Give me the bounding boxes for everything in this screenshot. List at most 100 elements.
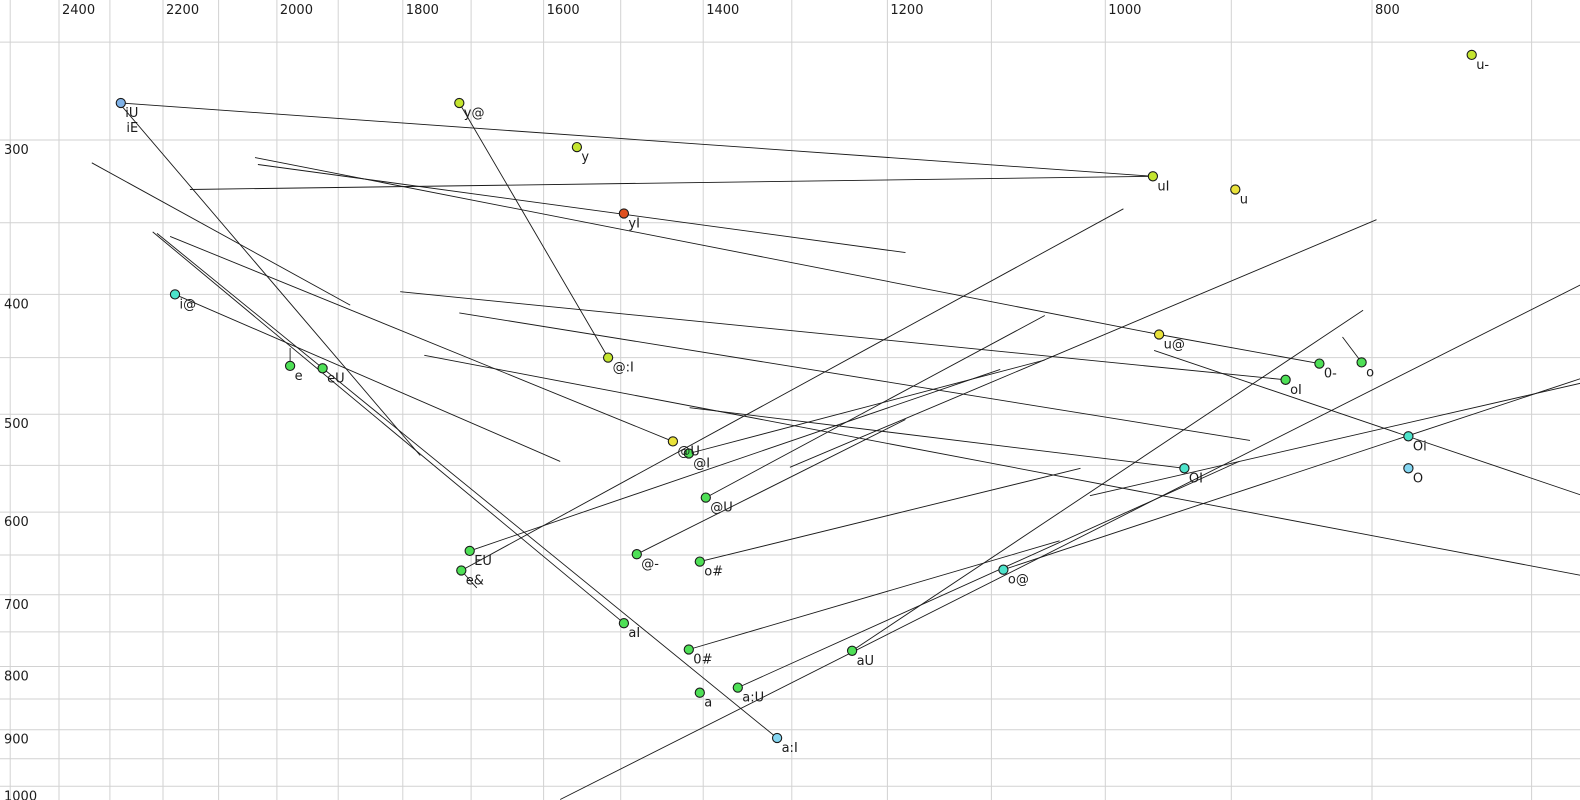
vowel-point-label: a [704,696,712,711]
vowel-point-label: iU [125,106,138,121]
point-labels-layer: iU y@ y u-uI u yI i@ u@ @:I o 0- e eU oI @U Oi @I OI O @U EU… [125,58,1489,756]
vowel-point-label: iE [126,121,138,136]
vowel-point-y@ [454,97,465,109]
diphthong-trajectory-line [699,467,1081,563]
y-axis-tick-label: 300 [4,143,29,158]
vowel-point-label: u [1240,193,1248,208]
vowel-point-uI [1147,171,1159,182]
diphthong-trajectory-line [152,231,625,624]
vowel-point-a:I [771,732,783,744]
x-axis-tick-label: 2200 [166,3,199,18]
vowel-point-label: @I [693,457,710,472]
vowel-point-o [1356,357,1367,368]
diphthong-trajectory-line [461,208,1124,571]
vowel-point-label: o [1366,365,1374,380]
vowel-point-oI [1280,374,1291,385]
vowel-point-label: EU [474,554,492,569]
vowel-point-aI [618,618,630,629]
diphthong-trajectory-line [169,235,674,442]
y-axis-tick-label: 800 [4,670,29,685]
diphthong-trajectory-line [156,233,778,739]
vowel-point-0- [1314,358,1325,369]
diphthong-trajectory-line [1153,349,1580,496]
diphthong-trajectory-line [120,102,1153,177]
vowel-point-u [1230,184,1241,195]
x-axis-tick-label: 800 [1375,3,1400,18]
vowel-point-label: e [295,369,303,384]
x-axis-tick-label: 1400 [706,3,739,18]
diphthong-trajectory-line [1159,334,1320,365]
vowel-point-u@ [1153,329,1165,340]
vowel-point-label: u- [1476,58,1489,73]
vowel-point-label: yI [628,217,640,232]
vowel-point-label: o# [704,565,723,580]
diphthong-trajectory-line [91,162,351,306]
diphthong-trajectory-line [851,309,1364,652]
axis-tick-labels-layer: 2400 2200 2000 1800 1600 1400 1200 1000 800 300 40… [4,3,1400,800]
vowel-point-y [571,141,583,153]
diphthong-trajectory-line [459,312,1251,441]
vowel-point-e& [456,565,467,576]
vowel-point-eU [317,363,328,374]
vowel-point-o# [694,556,705,567]
vowel-point-e [284,360,296,372]
x-axis-tick-label: 2000 [280,3,313,18]
vowel-point-label: a:I [782,741,798,756]
y-axis-tick-label: 400 [4,297,29,312]
x-axis-tick-label: 1200 [890,3,923,18]
vowel-point-@- [631,549,642,560]
vowel-point-label: 0# [693,653,712,668]
y-axis-tick-label: 700 [4,598,29,613]
diphthong-trajectory-line [688,540,1060,650]
vowel-point-@:I [602,352,614,363]
diphthong-trajectory-line [1003,378,1580,571]
vowel-point-label: @U [710,501,733,516]
vowel-point-EU [464,545,475,557]
diphthong-trajectory-line [424,354,1580,576]
vowel-point-label: aU [857,654,874,669]
vowel-point-u- [1466,49,1477,61]
x-axis-tick-label: 1800 [406,3,439,18]
diphthong-trajectory-line [469,368,1001,552]
diphthong-trajectory-line [559,284,1580,800]
vowel-point-label: O [1413,471,1423,486]
vowel-points-layer [115,49,1477,744]
x-axis-tick-label: 1000 [1108,3,1141,18]
vowel-point-yI [618,208,630,219]
vowel-point-o@ [998,564,1009,575]
vowel-point-@U [667,436,679,447]
vowel-point-label: @:I [613,361,634,376]
x-axis-tick-label: 2400 [62,3,95,18]
vowel-point-a:U [732,682,743,693]
vowel-point-O [1403,463,1414,474]
vowel-point-label: a:U [742,691,764,706]
y-axis-tick-label: 500 [4,417,29,432]
y-axis-tick-label: 900 [4,733,29,748]
vowel-point-label: y [581,150,589,165]
vowel-point-label: o@ [1008,573,1029,588]
diphthong-trajectory-line [636,419,906,555]
vowel-point-label: e& [466,574,484,589]
diphthong-trajectory-line [1089,382,1580,497]
vowel-point-label: 0- [1324,367,1337,382]
diphthong-trajectory-line [254,157,1160,335]
vowel-point-label: @- [641,557,659,572]
vowel-point-OI [1179,463,1190,474]
vowel-point-label: i@ [180,297,197,312]
vowel-point-a [694,687,705,698]
vowel-point-label: y@ [464,106,485,121]
diphthong-trajectory-line [120,104,421,456]
vowel-point-Oi [1403,431,1414,442]
x-axis-tick-label: 1600 [547,3,580,18]
vowel-point-0# [683,644,694,655]
vowel-point-aU [846,645,858,656]
vowel-point-label: @U [677,444,700,459]
diphthong-trajectory-line [689,407,1185,469]
diphthong-trajectory-line [189,175,1153,190]
vowel-point-label: OI [1189,471,1203,486]
vowel-point-i@ [169,289,181,300]
trajectory-lines-layer [91,102,1580,800]
